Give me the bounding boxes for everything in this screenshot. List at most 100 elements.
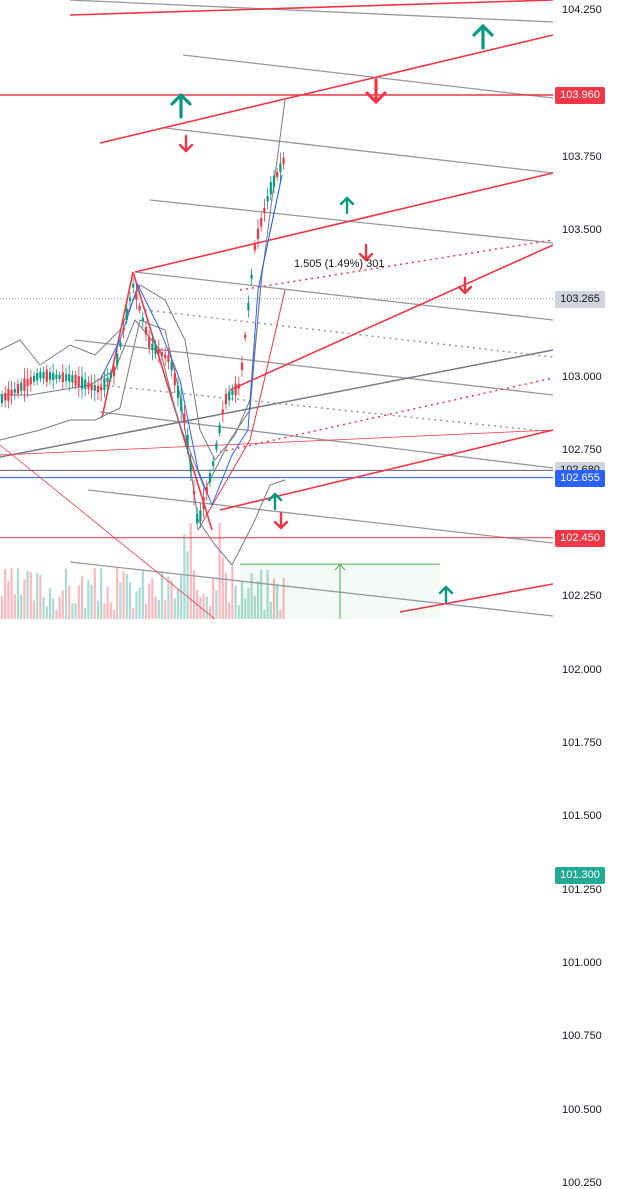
candle-body [173,373,176,386]
volume-bar [167,576,170,619]
volume-bar [0,596,4,619]
red-channel-line [229,244,554,391]
volume-bar [282,578,285,619]
volume-bar [96,600,100,619]
volume-bar [112,609,116,619]
volume-bar [148,583,151,619]
candle-body [160,352,164,356]
band-curve [99,174,283,507]
candle-body [109,372,112,379]
volume-bar [276,584,279,619]
volume-bar [218,522,221,619]
volume-bar [199,597,202,619]
arrow-head [178,143,194,153]
candle-body [237,383,240,389]
volume-bar [74,603,77,619]
candle-body [151,343,154,350]
candles [0,152,285,530]
price-chart[interactable] [0,0,619,619]
candle-body [157,349,160,354]
candle-body [183,413,186,422]
candle-body [244,334,247,339]
price-tick-label: 100.500 [562,1103,602,1116]
volume-bar [48,588,52,619]
volume-bar [135,591,138,619]
red-channel-line [132,271,213,531]
volume-bar [68,585,71,619]
price-tag[interactable]: 102.450 [555,529,605,547]
candle-body [55,374,58,379]
arrow-head [438,585,454,595]
red-channel-lines [0,0,554,619]
volume-bar [80,576,84,619]
candle-body [224,393,228,405]
candle-body [128,297,132,301]
arrow-head [472,24,494,37]
up-arrow-icon [472,24,494,50]
volume-bar [240,581,244,619]
candle-body [266,196,269,202]
price-tick-label: 104.250 [562,4,602,16]
volume-bar [180,575,183,619]
candle-body [144,326,148,335]
candle-body [48,372,52,380]
volume-bar [26,570,29,619]
candle-body [148,336,151,348]
candle-body [4,393,7,401]
red-channel-line [399,583,554,613]
candle-body [141,317,144,322]
candle-body [221,409,224,415]
volume-bar [202,593,205,619]
arrow-head [170,93,192,106]
candle-body [77,376,80,387]
candle-body [135,294,138,300]
horizontal-lines [0,94,553,539]
price-tick-label: 101.000 [562,956,602,969]
up-arrow-icon [267,492,283,511]
candle-body [234,383,237,396]
volume-bar [4,568,7,619]
candle-body [167,355,170,363]
candle-body [13,388,16,393]
volume-bar [116,567,119,619]
bollinger-bands [0,99,286,566]
volume-bar [45,606,48,619]
price-tick-label: 101.750 [562,737,602,749]
down-arrow-icon [365,78,387,104]
candle-body [10,389,13,396]
candle-body [170,362,173,371]
candle-body [119,342,122,347]
volume-bar [39,574,42,619]
channel-line [164,127,554,174]
volume-bar [266,570,269,619]
candle-body [96,385,100,393]
candle-body [256,228,260,240]
price-tag[interactable]: 102.655 [555,469,605,487]
candle-body [68,374,71,382]
candle-body [247,302,250,311]
candle-body [282,157,285,165]
volume-bar [128,582,132,619]
candle-body [80,376,84,389]
down-arrow-icon [358,243,374,262]
volume-bar [253,596,256,619]
candle-body [260,218,263,227]
volume-bar [263,609,266,619]
measure-label: 1.505 (1.49%) 301 [294,258,385,270]
red-envelope-line [197,289,286,531]
price-tick-label: 100.250 [562,1176,602,1189]
price-tag[interactable]: 101.300 [555,866,605,884]
price-tag[interactable]: 103.960 [555,87,605,105]
dotted-channel-line [144,309,554,358]
candle-body [180,398,183,412]
price-tick-label: 102.000 [562,663,602,676]
volume-bar [260,569,263,619]
price-tag[interactable]: 103.265 [555,290,605,308]
candle-body [231,390,234,395]
up-arrow-icon [438,585,454,604]
volume-bar [279,609,282,619]
candle-body [0,394,4,404]
channel-line [87,489,554,544]
candle-body [253,243,256,251]
volume-bar [244,598,247,619]
